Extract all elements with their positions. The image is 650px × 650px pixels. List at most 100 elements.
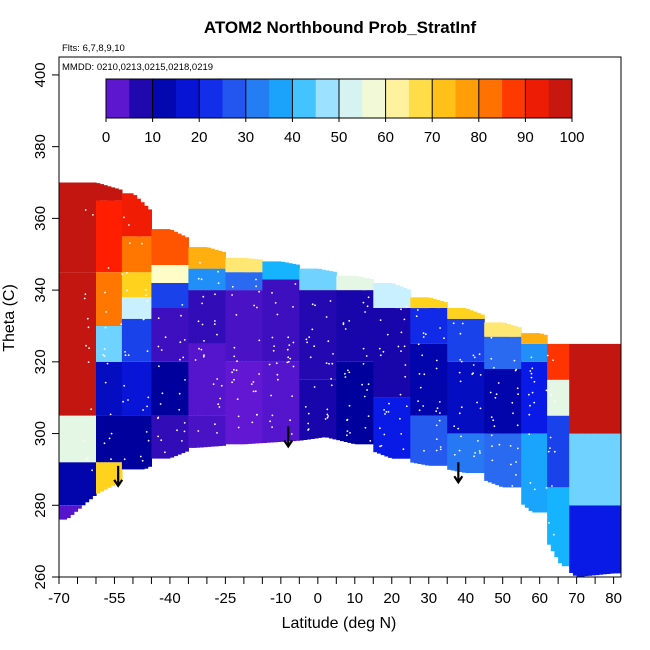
heatmap-cell bbox=[443, 302, 448, 308]
heatmap-cell bbox=[151, 415, 156, 459]
flight-track-point bbox=[305, 338, 308, 341]
heatmap-cell bbox=[517, 369, 522, 434]
flight-track-point bbox=[473, 455, 475, 458]
heatmap-cell bbox=[332, 271, 337, 291]
heatmap-cell bbox=[125, 297, 130, 319]
heatmap-cell bbox=[413, 415, 419, 464]
heatmap-cell bbox=[144, 236, 149, 273]
flight-track-point bbox=[346, 419, 348, 422]
heatmap-cell bbox=[162, 282, 167, 308]
heatmap-cell bbox=[177, 233, 182, 265]
flight-track-point bbox=[528, 413, 531, 416]
heatmap-cell bbox=[277, 361, 282, 442]
flight-track-point bbox=[439, 412, 441, 414]
flight-track-point bbox=[216, 432, 218, 434]
flight-track-point bbox=[309, 356, 312, 359]
heatmap-cell bbox=[502, 433, 507, 488]
heatmap-cell bbox=[136, 415, 141, 470]
heatmap-cell bbox=[173, 361, 178, 416]
heatmap-cell bbox=[258, 272, 263, 291]
heatmap-cell bbox=[565, 379, 570, 416]
flight-track-point bbox=[176, 429, 178, 432]
heatmap-cell bbox=[506, 369, 511, 434]
heatmap-cell bbox=[84, 462, 90, 503]
flight-track-point bbox=[479, 452, 481, 454]
heatmap-cell bbox=[251, 258, 256, 273]
heatmap-cell bbox=[502, 336, 507, 369]
heatmap-cell bbox=[528, 343, 533, 362]
heatmap-cell bbox=[125, 193, 130, 237]
heatmap-cell bbox=[569, 505, 574, 573]
flight-track-point bbox=[326, 416, 329, 419]
flight-track-point bbox=[86, 317, 89, 320]
heatmap-cell bbox=[188, 247, 193, 269]
flight-track-point bbox=[139, 455, 142, 458]
heatmap-cell bbox=[236, 361, 241, 445]
heatmap-cell bbox=[136, 198, 141, 237]
heatmap-cell bbox=[147, 209, 152, 237]
heatmap-cell bbox=[598, 343, 604, 434]
heatmap-cell bbox=[258, 290, 263, 362]
plot-area bbox=[59, 182, 621, 577]
flight-track-point bbox=[325, 316, 328, 318]
heatmap-cell bbox=[96, 183, 101, 201]
heatmap-cell bbox=[121, 361, 127, 416]
y-tick-label: 360 bbox=[32, 206, 49, 231]
heatmap-cell bbox=[99, 326, 104, 362]
heatmap-cell bbox=[395, 397, 400, 459]
flight-track-point bbox=[231, 381, 234, 384]
flight-track-point bbox=[367, 383, 370, 386]
heatmap-cell bbox=[506, 324, 511, 337]
heatmap-cell bbox=[580, 505, 585, 577]
heatmap-cell bbox=[421, 297, 426, 309]
heatmap-cell bbox=[369, 290, 374, 362]
heatmap-cell bbox=[314, 290, 319, 380]
flight-track-point bbox=[103, 442, 106, 445]
heatmap-cell bbox=[199, 343, 204, 416]
heatmap-cell bbox=[425, 415, 430, 466]
heatmap-cell bbox=[70, 415, 75, 463]
heatmap-cell bbox=[458, 433, 463, 472]
heatmap-cell bbox=[110, 415, 116, 463]
flight-track-point bbox=[529, 482, 532, 484]
heatmap-cell bbox=[513, 336, 519, 369]
x-tick-label: -55 bbox=[104, 590, 126, 607]
heatmap-cell bbox=[114, 462, 119, 484]
heatmap-cell bbox=[158, 282, 164, 308]
heatmap-cell bbox=[388, 397, 393, 458]
heatmap-cell bbox=[96, 361, 101, 416]
heatmap-cell bbox=[155, 415, 160, 459]
flight-track-point bbox=[287, 360, 290, 363]
flight-track-point bbox=[271, 414, 274, 417]
heatmap-cell bbox=[114, 188, 119, 201]
heatmap-cell bbox=[340, 361, 345, 442]
heatmap-cell bbox=[436, 343, 441, 416]
flight-track-point bbox=[212, 383, 215, 385]
heatmap-cell bbox=[162, 229, 167, 265]
heatmap-cell bbox=[365, 278, 371, 291]
flight-track-point bbox=[511, 401, 514, 404]
heatmap-cell bbox=[391, 308, 397, 398]
flight-track-point bbox=[287, 336, 290, 339]
flight-track-point bbox=[344, 376, 347, 378]
flight-track-point bbox=[201, 302, 204, 305]
flight-track-point bbox=[400, 331, 403, 334]
flight-track-point bbox=[327, 340, 330, 343]
heatmap-cell bbox=[524, 343, 530, 362]
heatmap-cell bbox=[132, 318, 138, 362]
heatmap-cell bbox=[96, 462, 101, 494]
heatmap-cell bbox=[591, 433, 596, 506]
heatmap-cell bbox=[539, 433, 544, 513]
colorbar-tick-label: 50 bbox=[331, 129, 348, 146]
heatmap-cell bbox=[487, 336, 493, 369]
heatmap-cell bbox=[177, 415, 182, 455]
heatmap-cell bbox=[458, 318, 463, 362]
flight-track-point bbox=[236, 398, 239, 400]
flight-track-point bbox=[453, 425, 456, 428]
heatmap-cell bbox=[454, 308, 459, 319]
heatmap-cell bbox=[277, 279, 282, 362]
heatmap-cell bbox=[184, 282, 189, 308]
flight-track-point bbox=[379, 427, 381, 430]
flight-track-point bbox=[313, 345, 316, 348]
